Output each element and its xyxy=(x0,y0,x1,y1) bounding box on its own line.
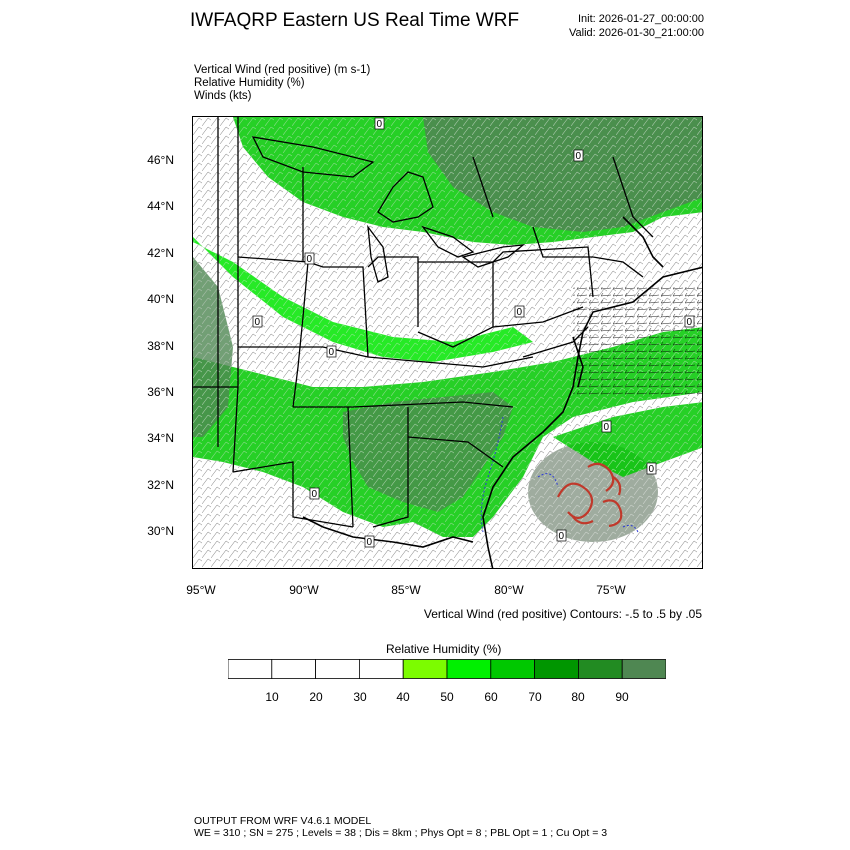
legend-swatch xyxy=(315,659,360,679)
lat-label-34n: 34°N xyxy=(147,431,174,445)
lon-label-90w: 90°W xyxy=(289,583,319,597)
legend-swatch xyxy=(577,659,623,679)
svg-text:0: 0 xyxy=(329,347,335,358)
footer-config: WE = 310 ; SN = 275 ; Levels = 38 ; Dis … xyxy=(194,827,608,839)
legend-title: Relative Humidity (%) xyxy=(386,642,502,656)
svg-text:0: 0 xyxy=(377,119,383,130)
footer-model: OUTPUT FROM WRF V4.6.1 MODEL xyxy=(194,815,372,827)
updraft-cells xyxy=(557,462,623,528)
svg-text:0: 0 xyxy=(255,317,261,328)
chart-title: IWFAQRP Eastern US Real Time WRF xyxy=(190,10,520,31)
contour-labels: 0 0 0 0 0 0 0 0 0 0 0 0 xyxy=(252,117,695,548)
legend-swatch xyxy=(358,659,404,679)
legend-swatch xyxy=(402,659,448,679)
legend-label: 50 xyxy=(440,690,454,704)
lon-label-95w: 95°W xyxy=(186,583,216,597)
field-relative-humidity: Relative Humidity (%) xyxy=(194,77,305,89)
legend-swatch xyxy=(490,659,535,679)
init-time: Init: 2026-01-27_00:00:00 xyxy=(578,13,704,25)
legend-label: 10 xyxy=(265,690,279,704)
svg-text:0: 0 xyxy=(576,151,582,162)
downdraft-contours xyxy=(480,416,639,533)
legend-label: 70 xyxy=(528,690,542,704)
legend-label: 80 xyxy=(571,690,585,704)
svg-text:0: 0 xyxy=(517,307,523,318)
lat-label-44n: 44°N xyxy=(147,199,174,213)
contour-note: Vertical Wind (red positive) Contours: -… xyxy=(423,607,702,621)
field-winds: Winds (kts) xyxy=(194,90,252,102)
svg-text:0: 0 xyxy=(687,317,693,328)
lat-label-38n: 38°N xyxy=(147,339,174,353)
legend-swatch xyxy=(446,659,492,679)
legend-label: 60 xyxy=(484,690,498,704)
svg-text:0: 0 xyxy=(312,489,318,500)
svg-text:0: 0 xyxy=(604,422,610,433)
lat-label-42n: 42°N xyxy=(147,246,174,260)
lon-label-85w: 85°W xyxy=(391,583,421,597)
field-vertical-wind: Vertical Wind (red positive) (m s-1) xyxy=(194,64,371,76)
coastline xyxy=(302,216,702,568)
svg-text:0: 0 xyxy=(649,464,655,475)
legend-swatch xyxy=(621,659,667,679)
legend-label: 40 xyxy=(396,690,410,704)
rh-legend-bar xyxy=(227,659,667,679)
state-boundaries xyxy=(193,117,654,528)
legend-swatch xyxy=(271,659,316,679)
great-lakes xyxy=(251,136,526,283)
lon-label-75w: 75°W xyxy=(596,583,626,597)
legend-label: 90 xyxy=(615,690,629,704)
lat-label-30n: 30°N xyxy=(147,524,174,538)
lat-label-40n: 40°N xyxy=(147,292,174,306)
lon-label-80w: 80°W xyxy=(494,583,524,597)
svg-text:0: 0 xyxy=(367,537,373,548)
lat-label-32n: 32°N xyxy=(147,478,174,492)
legend-label: 20 xyxy=(309,690,323,704)
legend-swatch xyxy=(227,659,273,679)
svg-text:0: 0 xyxy=(307,254,313,265)
legend-swatch xyxy=(534,659,579,679)
lat-label-36n: 36°N xyxy=(147,385,174,399)
svg-text:0: 0 xyxy=(559,531,565,542)
legend-label: 30 xyxy=(353,690,367,704)
lat-label-46n: 46°N xyxy=(147,153,174,167)
weather-map: 0 0 0 0 0 0 0 0 0 0 0 0 xyxy=(192,116,703,569)
valid-time: Valid: 2026-01-30_21:00:00 xyxy=(569,27,704,39)
